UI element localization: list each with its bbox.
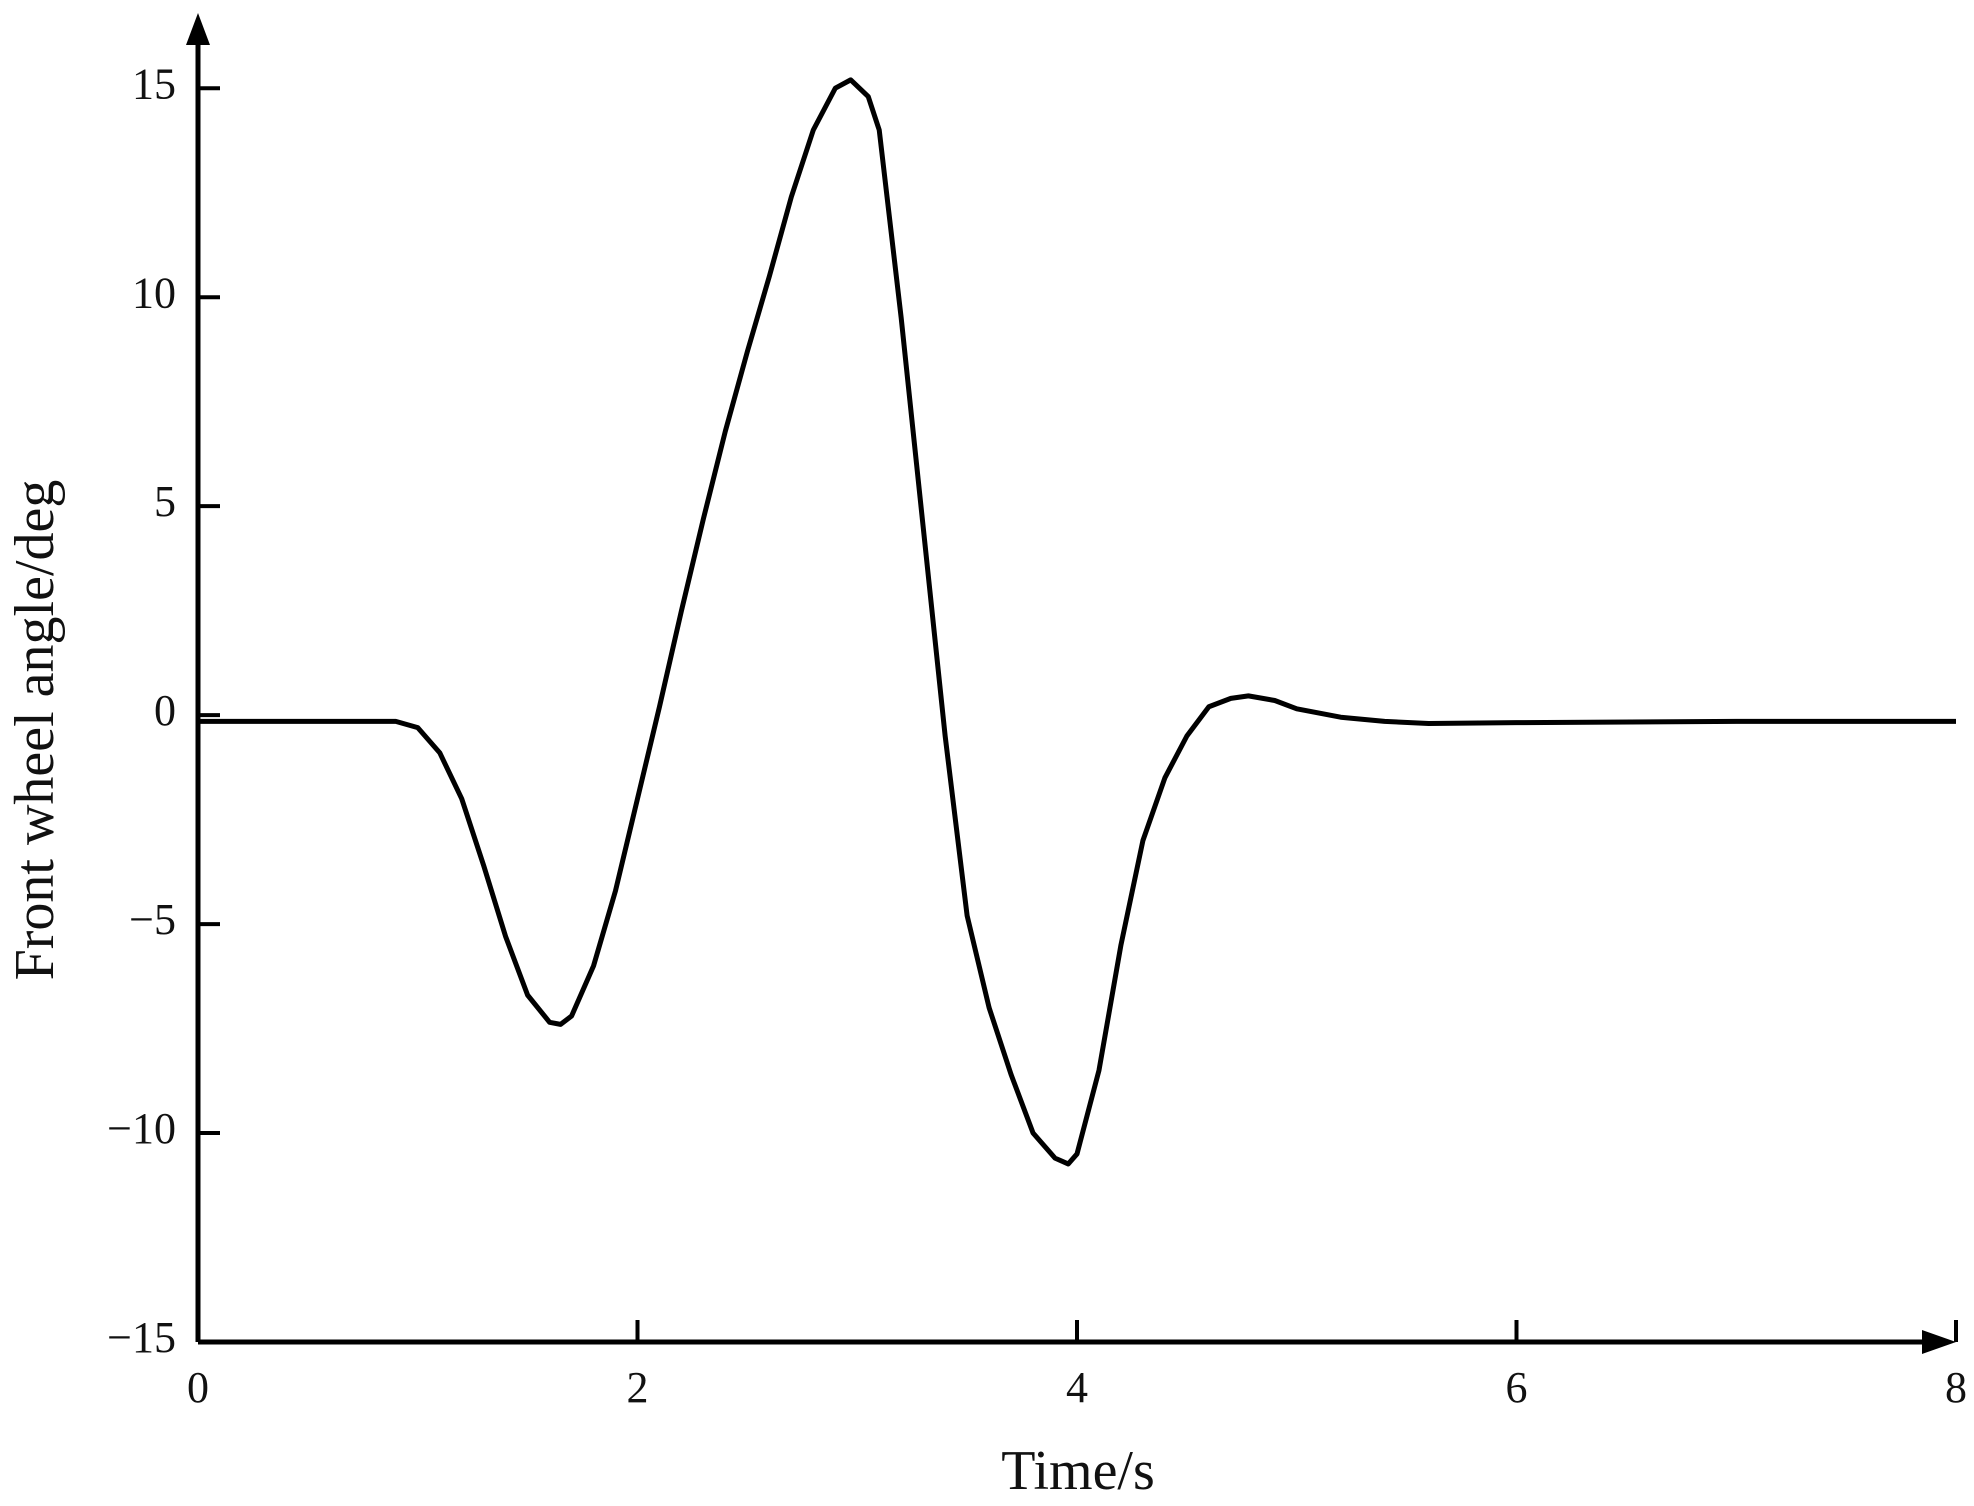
y-tick-label: 15 <box>132 59 176 108</box>
y-tick-label: −5 <box>129 895 176 944</box>
x-tick-label: 8 <box>1945 1363 1967 1412</box>
y-axis-label: Front wheel angle/deg <box>4 480 66 981</box>
x-axis-label: Time/s <box>1001 1440 1155 1502</box>
x-axis-arrow <box>1922 1330 1956 1354</box>
x-tick-label: 0 <box>187 1363 209 1412</box>
y-tick-label: 10 <box>132 268 176 317</box>
x-tick-label: 4 <box>1066 1363 1088 1412</box>
y-axis-arrow <box>186 13 210 45</box>
data-line <box>198 77 1956 1167</box>
y-tick-label: −15 <box>107 1313 176 1362</box>
y-tick-label: −10 <box>107 1104 176 1153</box>
x-tick-label: 6 <box>1506 1363 1528 1412</box>
y-tick-label: 5 <box>154 477 176 526</box>
y-tick-label: 0 <box>154 686 176 735</box>
x-tick-label: 2 <box>627 1363 649 1412</box>
